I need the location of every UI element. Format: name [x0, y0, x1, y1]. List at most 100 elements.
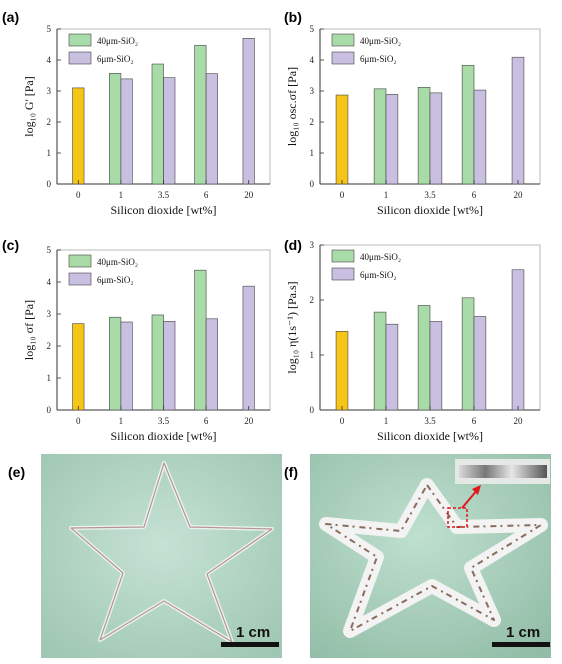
- legend-label: 6μm-SiO₂: [97, 54, 133, 64]
- bar-6um-6: [205, 73, 218, 185]
- bar-40um-3.5: [151, 314, 164, 411]
- inset-magnified-strip: [459, 465, 547, 478]
- legend-label: 6μm-SiO₂: [360, 54, 396, 64]
- legend-label: 6μm-SiO₂: [97, 275, 133, 285]
- bar-6um-20: [511, 269, 525, 411]
- bar-6um-1: [120, 321, 133, 411]
- legend-label: 40μm-SiO₂: [97, 257, 138, 267]
- legend-swatch: [331, 249, 355, 263]
- x-axis-title: Silicon dioxide [wt%]: [377, 429, 483, 443]
- bar-control-0: [72, 323, 85, 411]
- bar-40um-6: [194, 269, 207, 411]
- y-tick-label: 4: [47, 277, 52, 287]
- glass-star-inner-edge: [70, 462, 273, 643]
- legend-label: 40μm-SiO₂: [360, 252, 401, 262]
- bar-40um-1: [109, 73, 122, 185]
- legend-swatch: [331, 51, 355, 65]
- bar-6um-6: [205, 318, 218, 411]
- bar-6um-1: [385, 323, 399, 411]
- legend-swatch: [68, 51, 92, 65]
- y-tick-label: 5: [47, 245, 52, 255]
- y-tick-label: 1: [47, 148, 52, 158]
- y-tick-label: 5: [47, 24, 52, 34]
- y-tick-label: 2: [47, 117, 52, 127]
- x-tick-label: 1: [384, 190, 389, 200]
- photo-e-background: [41, 454, 282, 658]
- scale-label-e: 1 cm: [236, 624, 270, 641]
- legend-swatch: [68, 254, 92, 268]
- bar-40um-1: [109, 316, 122, 411]
- bar-40um-3.5: [151, 63, 164, 185]
- bar-40um-3.5: [417, 86, 431, 185]
- photo-star-glass: 1 cm: [41, 454, 282, 658]
- chart-panel-d: 0 1 2 3 0 1 3.5 6 20 40μm-SiO₂ 6μm-SiO₂ Silicon dio…: [285, 240, 541, 443]
- y-tick-label: 0: [47, 179, 52, 189]
- y-tick-label: 3: [310, 86, 315, 96]
- y-tick-label: 5: [310, 24, 315, 34]
- x-tick-label: 0: [340, 190, 345, 200]
- y-tick-label: 3: [47, 309, 52, 319]
- y-tick-label: 1: [47, 373, 52, 383]
- bar-40um-1: [373, 311, 387, 411]
- bar-40um-6: [461, 64, 475, 185]
- y-tick-label: 0: [47, 405, 52, 415]
- y-axis-title: log₁₀ osc.σf [Pa]: [285, 67, 299, 146]
- panel-label-c: (c): [2, 237, 19, 253]
- x-tick-label: 20: [244, 190, 254, 200]
- bar-6um-20: [511, 56, 525, 185]
- legend-swatch: [68, 272, 92, 286]
- x-tick-label: 1: [384, 416, 389, 426]
- bar-6um-3.5: [163, 321, 176, 411]
- legend-swatch: [331, 33, 355, 47]
- scale-label-f: 1 cm: [506, 624, 540, 641]
- panel-label-a: (a): [2, 9, 19, 25]
- y-tick-label: 2: [310, 295, 315, 305]
- y-axis-title: log₁₀ σf [Pa]: [22, 300, 36, 360]
- legend-label: 40μm-SiO₂: [97, 36, 138, 46]
- zoom-arrow-head: [472, 485, 481, 495]
- y-tick-label: 4: [310, 55, 315, 65]
- silica-star-texture: [325, 484, 542, 632]
- x-tick-label: 3.5: [424, 190, 436, 200]
- bar-control-0: [335, 331, 349, 411]
- y-tick-label: 1: [310, 350, 315, 360]
- zoom-region-box: [447, 507, 468, 528]
- bar-6um-6: [473, 89, 487, 185]
- bar-6um-3.5: [163, 77, 176, 185]
- panel-label-e: (e): [8, 464, 25, 480]
- x-tick-label: 0: [340, 416, 345, 426]
- scale-bar-f: [492, 642, 550, 647]
- bar-6um-20: [242, 37, 255, 185]
- x-tick-label: 0: [76, 190, 81, 200]
- x-axis-title: Silicon dioxide [wt%]: [111, 203, 217, 217]
- x-tick-label: 3.5: [424, 416, 436, 426]
- x-tick-label: 20: [514, 190, 524, 200]
- y-tick-label: 0: [310, 179, 315, 189]
- legend-swatch: [68, 33, 92, 47]
- y-tick-label: 4: [47, 55, 52, 65]
- x-tick-label: 0: [76, 416, 81, 426]
- x-tick-label: 6: [204, 416, 209, 426]
- legend-label: 40μm-SiO₂: [360, 36, 401, 46]
- x-tick-label: 1: [119, 416, 124, 426]
- bar-6um-20: [242, 285, 255, 411]
- x-tick-label: 1: [119, 190, 124, 200]
- y-tick-label: 3: [310, 240, 315, 250]
- y-tick-label: 2: [47, 341, 52, 351]
- legend-swatch: [331, 267, 355, 281]
- x-tick-label: 3.5: [158, 190, 170, 200]
- chart-panel-a: 0 1 2 3 4 5 0 1 3.5 6 20 40μm-SiO₂ 6μm-SiO₂ Silicon d…: [22, 24, 271, 217]
- chart-panel-b: 0 1 2 3 4 5 0 1 3.5 6 20 40μm-SiO₂ 6μm-SiO₂ Silicon d…: [285, 24, 541, 217]
- bar-6um-1: [385, 94, 399, 185]
- y-tick-label: 1: [310, 148, 315, 158]
- x-axis-title: Silicon dioxide [wt%]: [377, 203, 483, 217]
- x-axis-title: Silicon dioxide [wt%]: [111, 429, 217, 443]
- x-tick-label: 6: [472, 190, 477, 200]
- bar-40um-6: [461, 297, 475, 411]
- y-tick-label: 3: [47, 86, 52, 96]
- bar-40um-1: [373, 88, 387, 185]
- bar-6um-6: [473, 316, 487, 411]
- panel-label-d: (d): [284, 237, 302, 253]
- y-axis-title: log₁₀ G' [Pa]: [22, 76, 36, 137]
